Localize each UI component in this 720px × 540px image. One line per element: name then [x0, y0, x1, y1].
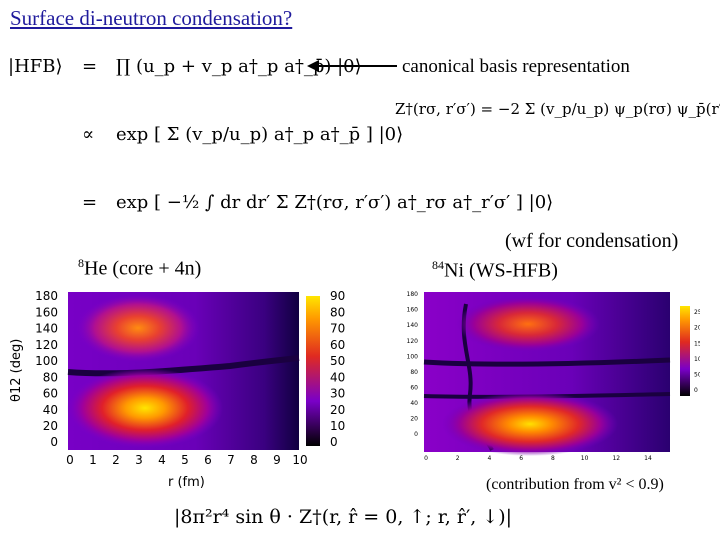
exp-expression-2: exp [ −½ ∫ dr dr′ Σ Z†(rσ, r′σ′) a†_rσ a… — [116, 192, 554, 213]
left-colorbar-tick-label: 80 — [330, 305, 345, 319]
contribution-note: (contribution from v² < 0.9) — [486, 476, 664, 493]
left-xtick-label: 9 — [273, 453, 281, 467]
left-xtick-label: 7 — [227, 453, 235, 467]
right-xtick-label: 4 — [488, 455, 492, 462]
right-heatmap-peak-high — [456, 296, 600, 352]
exp-expression-1: exp [ Σ (v_p/u_p) a†_p a†_p̄ ] |0⟩ — [116, 124, 404, 145]
left-ytick-label: 100 — [35, 354, 58, 368]
canonical-basis-note: canonical basis representation — [402, 56, 630, 77]
hfb-ket: |HFB⟩ — [8, 56, 63, 77]
left-ytick-label: 0 — [50, 435, 58, 449]
right-colorbar-tick-label: 50 — [694, 372, 700, 379]
right-xtick-label: 14 — [644, 455, 652, 462]
left-xtick-label: 1 — [89, 453, 97, 467]
left-xtick-label: 5 — [181, 453, 189, 467]
left-xtick-label: 4 — [158, 453, 166, 467]
equals-sign-2: = — [82, 192, 98, 213]
right-xtick-label: 0 — [424, 455, 428, 462]
arrow-left-icon — [307, 60, 397, 72]
left-xtick-label: 3 — [135, 453, 143, 467]
left-heatmap-chart: 0 20 40 60 80 100 120 140 160 180 0 1 2 3 4 5 6 7 8 9 10 0 1… — [9, 289, 345, 490]
right-heatmap-chart: 0 20 40 60 80 100 120 140 160 180 0 2 4 6 8 10 12 14 0 50… — [407, 291, 700, 462]
product-expression: ∏ (u_p + v_p a†_p a†_p̄) |0⟩ — [116, 56, 362, 77]
right-xtick-label: 8 — [551, 455, 555, 462]
left-ytick-label: 80 — [43, 370, 58, 384]
left-xtick-label: 6 — [204, 453, 212, 467]
z-definition: Z†(rσ, r′σ′) = −2 Σ (v_p/u_p) ψ_p(rσ) ψ_… — [395, 100, 720, 118]
left-xtick-label: 2 — [112, 453, 120, 467]
right-xtick-label: 2 — [456, 455, 460, 462]
right-colorbar-tick-label: 250 — [694, 309, 700, 316]
left-ytick-label: 180 — [35, 289, 58, 303]
right-xtick-label: 12 — [612, 455, 620, 462]
left-ytick-label: 120 — [35, 338, 58, 352]
right-colorbar — [680, 306, 690, 396]
left-ytick-label: 60 — [43, 387, 58, 401]
left-panel-label-text: He (core + 4n) — [84, 257, 202, 280]
right-panel-label: 84Ni (WS-HFB) — [432, 258, 558, 283]
right-xtick-label: 6 — [519, 455, 523, 462]
left-ytick-label: 140 — [35, 322, 58, 336]
left-colorbar-tick-label: 20 — [330, 403, 345, 417]
right-panel-label-text: Ni (WS-HFB) — [444, 259, 558, 282]
right-ytick-label: 180 — [407, 291, 419, 298]
right-colorbar-tick-label: 150 — [694, 340, 700, 347]
left-heatmap-peak-low — [67, 368, 223, 448]
left-panel-label-sup: 8 — [78, 256, 84, 270]
bottom-expression: |8π²r⁴ sin θ · Z†(r, r̂ = 0, ↑; r, r̂′, … — [174, 506, 513, 528]
left-ytick-label: 160 — [35, 305, 58, 319]
equals-sign-1: = — [82, 56, 98, 77]
left-colorbar-tick-label: 90 — [330, 289, 345, 303]
left-ylabel: θ12 (deg) — [9, 339, 24, 402]
left-xtick-label: 10 — [292, 453, 307, 467]
left-xlabel: r (fm) — [168, 475, 205, 490]
right-panel-label-sup: 84 — [432, 258, 444, 272]
right-ytick-label: 0 — [414, 431, 418, 438]
right-colorbar-tick-label: 200 — [694, 325, 700, 332]
right-colorbar-tick-label: 0 — [694, 387, 698, 394]
left-colorbar-tick-label: 0 — [330, 435, 338, 449]
left-colorbar-tick-label: 30 — [330, 387, 345, 401]
left-colorbar-tick-label: 10 — [330, 419, 345, 433]
left-xtick-label: 0 — [66, 453, 74, 467]
left-ytick-label: 40 — [43, 403, 58, 417]
right-xtick-label: 10 — [581, 455, 589, 462]
slide-title: Surface di-neutron condensation? — [10, 6, 293, 30]
right-heatmap-node-line-1 — [423, 357, 671, 367]
left-colorbar-tick-label: 60 — [330, 338, 345, 352]
right-ytick-label: 60 — [410, 384, 418, 391]
right-ytick-label: 80 — [410, 369, 418, 376]
right-ytick-label: 20 — [410, 416, 418, 423]
right-ytick-label: 100 — [407, 353, 419, 360]
right-ytick-label: 160 — [407, 307, 419, 314]
left-colorbar-tick-label: 70 — [330, 322, 345, 336]
left-panel-label: 8He (core + 4n) — [78, 256, 201, 281]
left-ytick-label: 20 — [43, 419, 58, 433]
left-xtick-label: 8 — [250, 453, 258, 467]
left-colorbar-tick-label: 50 — [330, 354, 345, 368]
wf-condensation-note: (wf for condensation) — [505, 230, 679, 252]
left-heatmap-peak-high — [76, 294, 200, 362]
left-colorbar-tick-label: 40 — [330, 370, 345, 384]
right-colorbar-tick-label: 100 — [694, 356, 700, 363]
right-ytick-label: 140 — [407, 322, 419, 329]
proportional-sign: ∝ — [82, 124, 95, 145]
right-heatmap-peak-low — [442, 392, 618, 456]
right-ytick-label: 120 — [407, 338, 419, 345]
right-ytick-label: 40 — [410, 400, 418, 407]
left-colorbar — [306, 296, 320, 446]
